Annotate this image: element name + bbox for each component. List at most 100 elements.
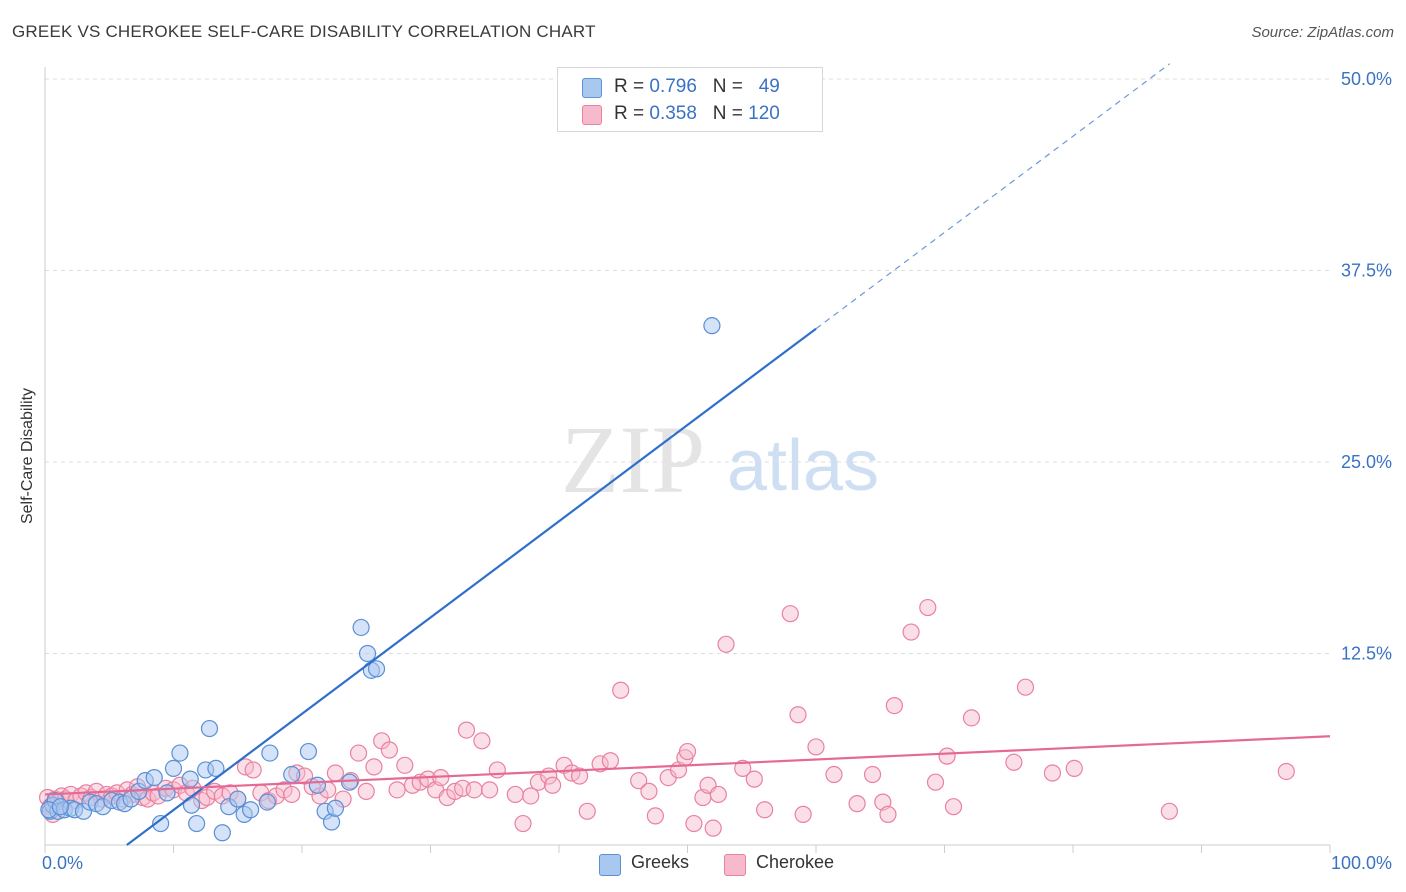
axes <box>44 67 1331 853</box>
cherokee-point <box>781 605 799 623</box>
greeks-point <box>326 799 345 817</box>
greeks-point <box>213 824 231 842</box>
greeks-r-label: R = <box>614 76 650 97</box>
cherokee-swatch <box>582 105 602 125</box>
cherokee-point <box>685 814 703 833</box>
cherokee-n-label: N = <box>712 103 749 124</box>
cherokee-point <box>529 773 548 791</box>
greeks-n-label: N = <box>712 76 749 97</box>
greeks-point <box>207 759 225 778</box>
greeks-point <box>188 814 206 833</box>
cherokee-point <box>473 732 491 750</box>
correlation-legend: R = 0.796 N = 49 R = 0.358 N = 120 <box>557 67 823 132</box>
cherokee-point <box>848 795 866 813</box>
greeks-point <box>158 784 176 802</box>
cherokee-point <box>283 785 301 804</box>
cherokee-point <box>388 781 406 799</box>
bottom-greeks-swatch <box>599 854 621 876</box>
cherokee-point <box>578 802 596 820</box>
cherokee-point <box>457 721 476 739</box>
legend-cherokee-text: R = 0.358 N = 120 <box>614 103 780 125</box>
greeks-point <box>352 618 370 637</box>
cherokee-point <box>863 765 882 784</box>
cherokee-trend-line <box>44 735 1331 796</box>
y-tick-label-0: 12.5% <box>1341 644 1392 664</box>
cherokee-point <box>919 598 937 617</box>
cherokee-point <box>1016 678 1035 696</box>
legend-greeks-text: R = 0.796 N = 49 <box>614 76 780 98</box>
cherokee-point <box>807 738 825 756</box>
cherokee-point <box>591 755 609 773</box>
watermark-atlas: atlas <box>727 426 879 506</box>
x-tick-label-end: 100.0% <box>1331 853 1392 873</box>
cherokee-point <box>570 767 589 785</box>
y-tick-label-2: 37.5% <box>1341 261 1392 281</box>
greeks-point <box>367 660 386 678</box>
cherokee-point <box>244 761 262 779</box>
cherokee-point <box>396 756 414 774</box>
cherokee-point <box>879 805 897 823</box>
cherokee-point <box>465 781 483 799</box>
greeks-point <box>258 793 276 811</box>
greeks-point <box>229 790 247 808</box>
cherokee-point <box>326 764 345 782</box>
greeks-point <box>703 317 721 335</box>
cherokee-point <box>1065 759 1083 778</box>
cherokee-point <box>745 770 763 788</box>
greeks-point <box>51 798 70 816</box>
cherokee-point <box>794 805 812 823</box>
greeks-point <box>145 768 163 787</box>
x-tick-label-start: 0.0% <box>42 853 83 873</box>
cherokee-point <box>630 772 648 790</box>
cherokee-point <box>885 696 903 715</box>
bottom-cherokee-swatch <box>724 854 746 876</box>
y-tick-label-3: 50.0% <box>1341 69 1392 89</box>
greeks-point <box>164 759 183 778</box>
cherokee-point <box>825 765 843 784</box>
cherokee-point <box>678 742 697 761</box>
greeks-point <box>340 773 359 791</box>
cherokee-point <box>1277 762 1295 781</box>
y-axis-label: Self-Care Disability <box>19 387 36 525</box>
greeks-swatch <box>582 78 602 98</box>
y-tick-label-1: 25.0% <box>1341 452 1392 472</box>
cherokee-point <box>717 635 735 653</box>
cherokee-r-label: R = <box>614 103 650 124</box>
cherokee-point <box>365 758 383 776</box>
source-label: Source: ZipAtlas.com <box>1251 24 1394 41</box>
greeks-point <box>299 742 318 761</box>
greeks-r-value: 0.796 <box>649 76 697 97</box>
cherokee-point <box>734 759 752 778</box>
greeks-point <box>181 770 199 788</box>
greeks-point <box>283 765 301 784</box>
cherokee-point <box>543 776 562 794</box>
cherokee-point <box>506 785 524 804</box>
cherokee-point <box>380 741 398 759</box>
cherokee-point <box>938 747 956 765</box>
cherokee-r-value: 0.358 <box>649 103 697 124</box>
watermark: ZIP atlas <box>561 406 879 513</box>
tick-labels: 12.5% 25.0% 37.5% 50.0% 0.0% 100.0% <box>42 69 1392 873</box>
cherokee-point <box>514 814 532 833</box>
greeks-n-value: 49 <box>758 76 780 97</box>
cherokee-point <box>640 782 658 800</box>
trend-lines <box>44 63 1331 846</box>
cherokee-point <box>1005 753 1023 771</box>
chart-title: GREEK VS CHEROKEE SELF-CARE DISABILITY C… <box>12 22 596 41</box>
cherokee-point <box>601 752 620 770</box>
greeks-point <box>261 744 279 762</box>
greeks-point <box>152 814 170 833</box>
cherokee-point <box>704 819 722 837</box>
cherokee-point <box>1043 764 1062 782</box>
bottom-cherokee-label: Cherokee <box>756 852 835 872</box>
cherokee-point <box>1160 802 1178 820</box>
cherokee-point <box>709 785 727 804</box>
cherokee-point <box>522 787 540 805</box>
greeks-point <box>242 801 260 819</box>
greeks-point <box>171 744 189 762</box>
greeks-trend-line <box>126 327 817 846</box>
greeks-point <box>358 644 377 663</box>
cherokee-point <box>755 801 774 819</box>
cherokee-n-value: 120 <box>748 103 780 124</box>
